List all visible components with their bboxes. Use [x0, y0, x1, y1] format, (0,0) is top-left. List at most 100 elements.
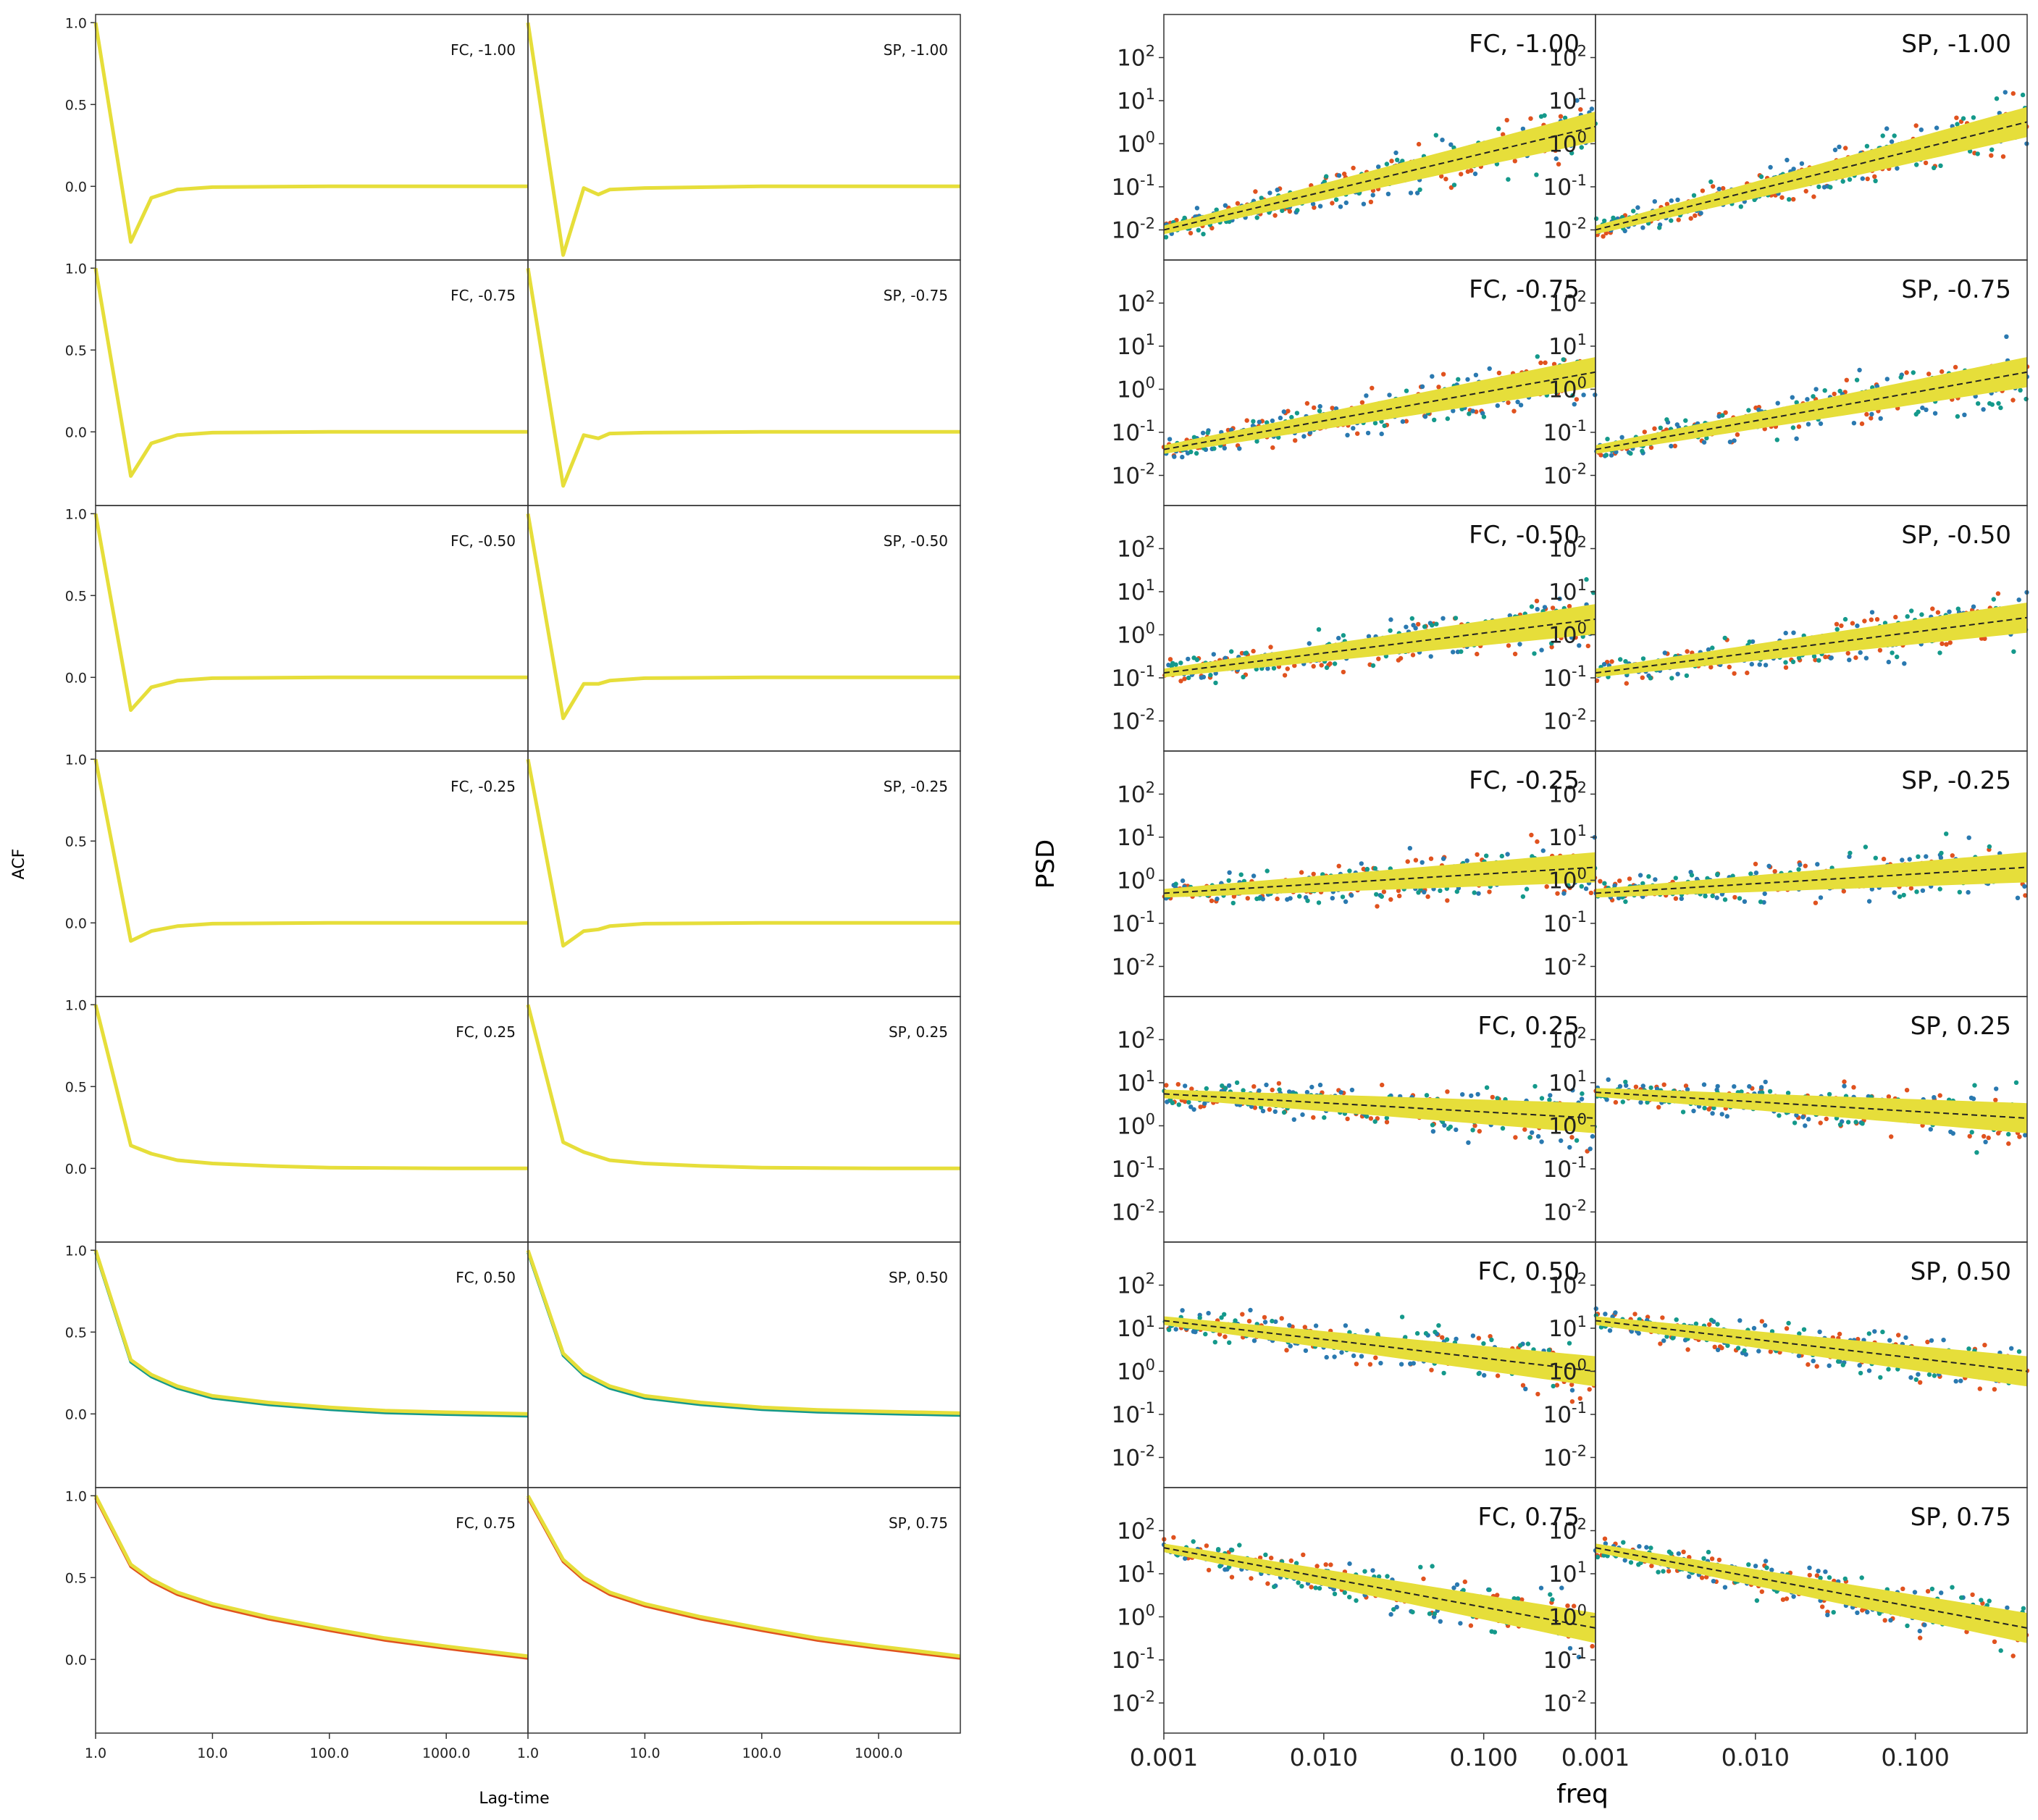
psd-point [1892, 133, 1897, 138]
psd-point [1222, 445, 1228, 450]
psd-point [1939, 850, 1944, 856]
psd-point [1441, 372, 1446, 377]
psd-point [1389, 159, 1394, 164]
psd-point [1220, 1083, 1225, 1089]
psd-point [1613, 1099, 1619, 1105]
psd-point [1338, 204, 1343, 209]
psd-point [1842, 1576, 1848, 1582]
psd-y-tick-label: 101 [1548, 576, 1587, 605]
psd-point [1212, 446, 1217, 451]
psd-point [1786, 1320, 1791, 1326]
psd-point [1904, 1088, 1910, 1093]
psd-point [1438, 888, 1443, 894]
psd-series-band [1595, 1543, 2027, 1643]
psd-point [1622, 1558, 1627, 1563]
psd-point [1182, 676, 1187, 682]
psd-point [1648, 445, 1654, 450]
psd-point [1658, 1341, 1663, 1346]
psd-point [1423, 1330, 1429, 1336]
psd-point [1623, 659, 1628, 664]
psd-point [1186, 1099, 1191, 1105]
psd-y-tick-label: 101 [1548, 1559, 1587, 1588]
psd-point [1451, 183, 1457, 188]
psd-point [1441, 616, 1446, 621]
psd-point [1484, 853, 1489, 858]
acf-y-tick-label: 0.0 [65, 670, 87, 686]
psd-point [1475, 852, 1480, 857]
psd-point [1756, 1349, 1761, 1354]
psd-point [1270, 445, 1275, 450]
psd-point [1393, 150, 1398, 156]
psd-point [1807, 1565, 1812, 1570]
psd-y-tick-label: 10-1 [1112, 417, 1155, 446]
acf-y-tick-label: 0.5 [65, 97, 87, 113]
psd-y-tick-label: 101 [1548, 822, 1587, 851]
psd-point [1598, 1325, 1604, 1330]
psd-point [1813, 900, 1819, 905]
psd-point [1784, 1326, 1790, 1331]
psd-point [1685, 649, 1690, 654]
psd-point [1372, 1119, 1377, 1124]
psd-point [1506, 177, 1511, 182]
psd-point [1847, 177, 1853, 182]
psd-point [1706, 1549, 1711, 1555]
psd-point [1816, 184, 1821, 190]
psd-point [1215, 897, 1220, 902]
psd-fit-line [1595, 1320, 2028, 1372]
psd-point [1618, 657, 1623, 662]
psd-point [1451, 650, 1456, 655]
psd-point [1661, 1338, 1666, 1343]
acf-series-line [526, 22, 960, 257]
psd-point [1268, 645, 1273, 650]
psd-point [1925, 1339, 1930, 1345]
psd-point [1989, 147, 1995, 152]
psd-panel-label: SP, 0.75 [1911, 1503, 2011, 1532]
psd-point [1859, 1575, 1864, 1580]
psd-point [1285, 666, 1291, 671]
psd-y-tick-label: 10-1 [1112, 172, 1155, 201]
psd-point [1707, 1322, 1712, 1328]
psd-point [1886, 1367, 1891, 1372]
psd-point [1796, 655, 1802, 661]
psd-point [1624, 681, 1629, 686]
psd-point [1301, 1552, 1306, 1557]
psd-point [1332, 1591, 1338, 1596]
psd-point [1480, 411, 1485, 416]
psd-point [1958, 1378, 1963, 1383]
psd-point [1972, 1083, 1977, 1088]
psd-point [1328, 661, 1333, 666]
psd-fit-line [1595, 1091, 2028, 1119]
psd-point [1947, 640, 1953, 645]
psd-point [1950, 1131, 1955, 1136]
psd-point [1909, 608, 1914, 613]
psd-point [1562, 115, 1568, 120]
psd-fit-line [1163, 618, 1596, 674]
psd-series-band [1164, 1089, 1595, 1133]
psd-point [1275, 188, 1280, 193]
psd-point [1501, 132, 1506, 137]
psd-y-tick-label: 102 [1548, 1270, 1587, 1299]
psd-point [1747, 1083, 1752, 1089]
psd-point [1865, 176, 1870, 182]
psd-y-tick-label: 101 [1117, 1559, 1155, 1588]
acf-panel: SP, -1.00 [526, 14, 961, 261]
psd-point [1923, 160, 1929, 166]
psd-point [1661, 1569, 1666, 1574]
psd-point [1569, 1382, 1574, 1388]
psd-point [1257, 419, 1262, 424]
psd-point [1854, 377, 1860, 382]
psd-point [1364, 1328, 1370, 1333]
psd-x-tick-label: 0.100 [1881, 1743, 1949, 1771]
psd-point [1992, 1639, 1997, 1644]
acf-y-tick-label: 0.0 [65, 1652, 87, 1668]
psd-point [1652, 426, 1657, 431]
psd-point [1579, 884, 1584, 889]
psd-y-tick-label: 100 [1548, 1110, 1587, 1139]
psd-panel-label: SP, -0.50 [1901, 521, 2011, 550]
acf-panel-label: SP, -0.50 [884, 532, 948, 550]
psd-point [1281, 409, 1287, 414]
psd-point [1316, 900, 1322, 905]
psd-point [1566, 883, 1571, 888]
psd-point [1924, 407, 1929, 412]
